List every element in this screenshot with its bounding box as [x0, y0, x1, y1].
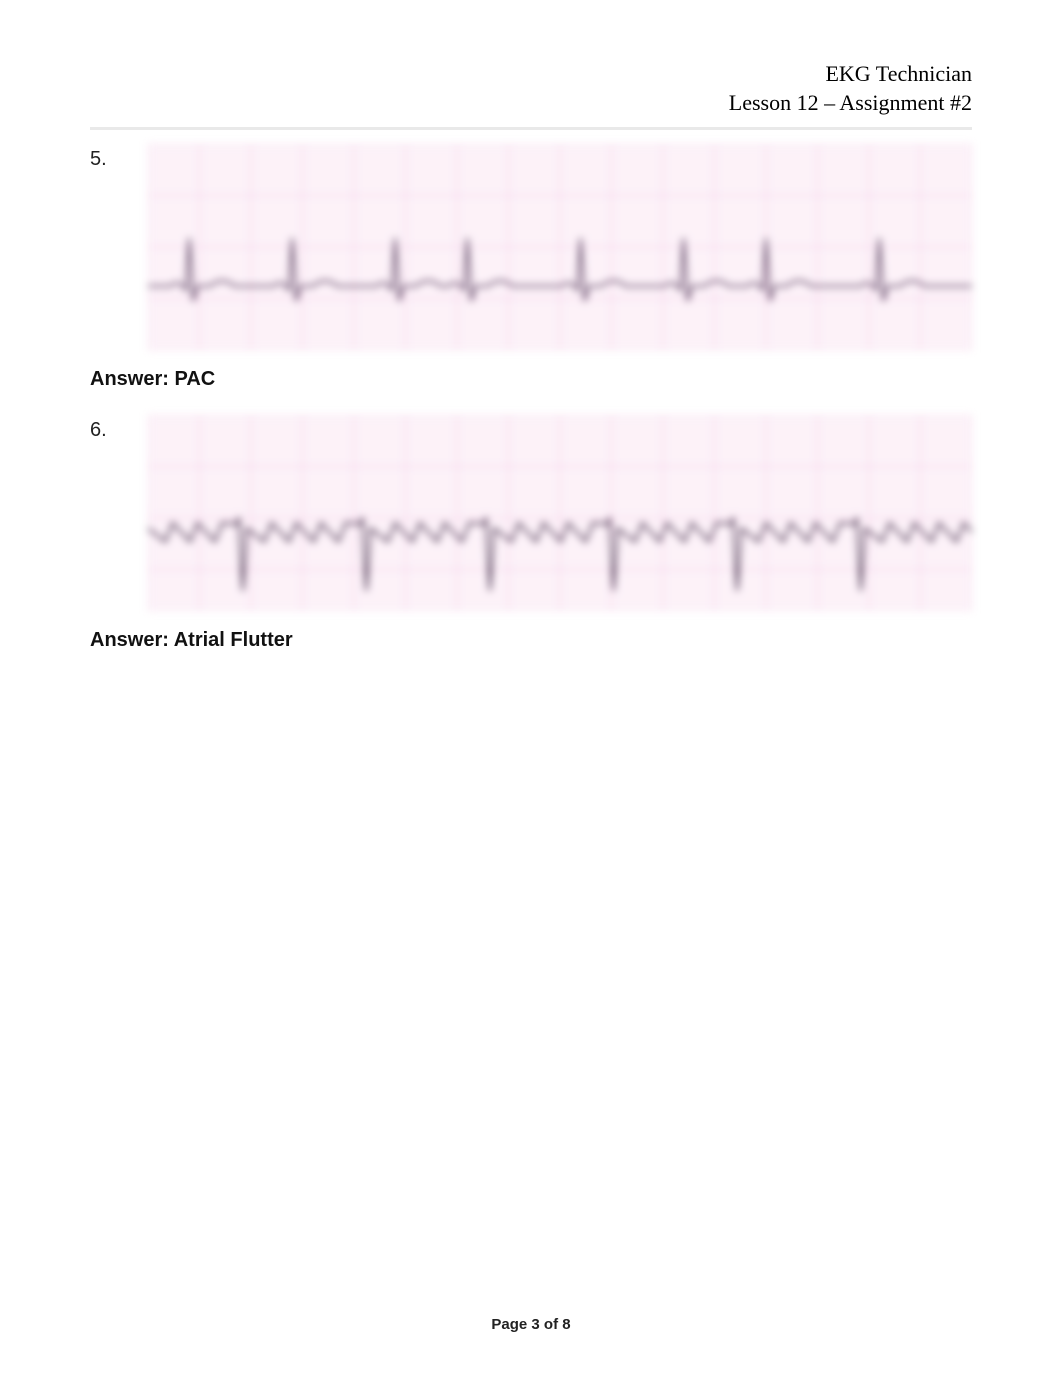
question-6-ekg-strip — [148, 415, 972, 611]
question-6-ekg-container — [148, 415, 972, 611]
question-5-ekg-container — [148, 144, 972, 350]
header-line-1: EKG Technician — [90, 60, 972, 89]
page-header: EKG Technician Lesson 12 – Assignment #2 — [90, 60, 972, 117]
question-5-answer: Answer: PAC — [90, 368, 972, 391]
page: EKG Technician Lesson 12 – Assignment #2… — [0, 0, 1062, 1377]
question-6-answer-label: Answer: — [90, 629, 174, 651]
header-rule — [90, 127, 972, 130]
question-6-answer: Answer: Atrial Flutter — [90, 629, 972, 652]
question-5-ekg-strip — [148, 144, 972, 350]
question-6-row: 6. — [90, 415, 972, 611]
question-6-number: 6. — [90, 415, 148, 442]
question-5-answer-value: PAC — [174, 368, 215, 390]
question-6-answer-value: Atrial Flutter — [174, 629, 293, 651]
question-5-answer-label: Answer: — [90, 368, 174, 390]
question-5-number: 5. — [90, 144, 148, 171]
question-5-row: 5. — [90, 144, 972, 350]
page-footer: Page 3 of 8 — [0, 1316, 1062, 1333]
header-line-2: Lesson 12 – Assignment #2 — [90, 89, 972, 118]
